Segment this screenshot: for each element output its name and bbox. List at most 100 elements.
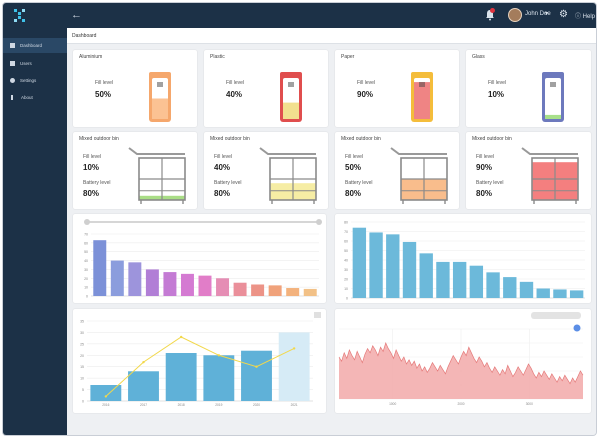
bin-title: Mixed outdoor bin bbox=[79, 136, 119, 142]
zoom-selector[interactable] bbox=[531, 312, 581, 319]
tab-dashboard[interactable]: Dashboard bbox=[72, 33, 97, 39]
fill-value: 50% bbox=[345, 163, 362, 172]
bar bbox=[145, 269, 159, 296]
outdoor-bin-icon bbox=[259, 147, 317, 204]
outdoor-bin-lid bbox=[521, 147, 578, 155]
bin-card-plastic[interactable]: Plastic Fill level 40% bbox=[204, 50, 328, 127]
bar bbox=[369, 232, 383, 298]
outdoor-bin-card[interactable]: Mixed outdoor bin Fill level 50% Battery… bbox=[335, 132, 459, 209]
y-tick-label: 20 bbox=[84, 277, 88, 281]
bar bbox=[216, 278, 230, 296]
y-tick-label: 50 bbox=[344, 249, 348, 253]
sidebar-item-users[interactable]: Users bbox=[3, 56, 67, 71]
bin-fill-level bbox=[545, 114, 561, 119]
bin-card-glass[interactable]: Glass Fill level 10% bbox=[466, 50, 591, 127]
bin-title: Mixed outdoor bin bbox=[472, 136, 512, 142]
outdoor-bin-card[interactable]: Mixed outdoor bin Fill level 90% Battery… bbox=[466, 132, 591, 209]
series-line bbox=[105, 336, 295, 397]
bin-title: Glass bbox=[472, 54, 485, 60]
bin-title: Paper bbox=[341, 54, 355, 60]
avatar[interactable] bbox=[508, 8, 522, 22]
bin-fill-level bbox=[414, 82, 430, 119]
top-bar: ← John Doe ▾ ⚙ ⓘ Help bbox=[3, 3, 596, 28]
sidebar-item-label: Dashboard bbox=[20, 43, 43, 48]
bar bbox=[503, 277, 517, 298]
x-tick-label: 2018 bbox=[178, 403, 185, 407]
bin-title: Aluminium bbox=[79, 54, 103, 60]
help-button[interactable]: ⓘ Help bbox=[575, 14, 596, 20]
bin-symbol-icon bbox=[157, 82, 163, 87]
sidebar-item-settings[interactable]: Settings bbox=[3, 73, 67, 88]
outdoor-bin-card[interactable]: Mixed outdoor bin Fill level 40% Battery… bbox=[204, 132, 328, 209]
bar bbox=[128, 371, 159, 401]
y-tick-label: 15 bbox=[80, 365, 84, 369]
area-series bbox=[339, 343, 583, 399]
fill-value: 10% bbox=[488, 90, 505, 99]
bin-fill-level bbox=[152, 98, 168, 119]
bar bbox=[163, 272, 177, 296]
bar bbox=[469, 265, 484, 298]
fill-label: Fill level bbox=[83, 154, 102, 160]
y-tick-label: 5 bbox=[82, 388, 84, 392]
chevron-down-icon[interactable]: ▾ bbox=[545, 11, 549, 17]
fill-value: 40% bbox=[214, 163, 231, 172]
line-point bbox=[142, 360, 145, 364]
bin-lid bbox=[542, 72, 564, 76]
bar bbox=[553, 289, 567, 298]
bar bbox=[402, 241, 417, 298]
users-icon bbox=[10, 61, 15, 66]
line-point bbox=[179, 335, 183, 339]
recycling-bin-icon bbox=[149, 72, 171, 122]
fill-label: Fill level bbox=[345, 154, 364, 160]
gear-icon[interactable]: ⚙ bbox=[559, 9, 568, 20]
fill-value: 10% bbox=[83, 163, 100, 172]
y-tick-label: 10 bbox=[84, 286, 88, 290]
sidebar-item-label: Settings bbox=[20, 78, 37, 83]
username[interactable]: John Doe bbox=[525, 11, 551, 17]
y-tick-label: 35 bbox=[80, 320, 84, 324]
app-logo[interactable] bbox=[11, 7, 28, 24]
gear-icon bbox=[10, 78, 15, 83]
range-slider-handle[interactable] bbox=[84, 219, 90, 225]
grid-icon bbox=[10, 43, 15, 48]
bin-card-aluminium[interactable]: Aluminium Fill level 50% bbox=[73, 50, 197, 127]
bin-card-paper[interactable]: Paper Fill level 90% bbox=[335, 50, 459, 127]
bin-symbol-icon bbox=[550, 82, 556, 87]
y-tick-label: 0 bbox=[82, 400, 84, 404]
x-tick-label: 2016 bbox=[102, 403, 109, 407]
sidebar-item-dashboard[interactable]: Dashboard bbox=[3, 38, 67, 53]
line-point bbox=[292, 347, 296, 350]
outdoor-bin-card[interactable]: Mixed outdoor bin Fill level 10% Battery… bbox=[73, 132, 197, 209]
chart-menu-button[interactable] bbox=[314, 312, 321, 318]
sidebar-item-about[interactable]: About bbox=[3, 90, 67, 105]
sidebar-item-label: About bbox=[21, 95, 33, 100]
bin-symbol-icon bbox=[419, 82, 425, 87]
battery-label: Battery level bbox=[345, 180, 373, 186]
recycling-bin-icon bbox=[411, 72, 433, 122]
y-tick-label: 30 bbox=[344, 268, 348, 272]
info-icon bbox=[11, 95, 13, 100]
bin-title: Mixed outdoor bin bbox=[341, 136, 381, 142]
y-tick-label: 10 bbox=[80, 377, 84, 381]
range-slider-handle[interactable] bbox=[316, 219, 322, 225]
y-tick-label: 0 bbox=[86, 295, 88, 299]
y-tick-label: 80 bbox=[344, 221, 348, 225]
main-content: Dashboard Aluminium Fill level 50% Plast… bbox=[67, 28, 596, 435]
battery-value: 80% bbox=[214, 189, 231, 198]
fill-value: 40% bbox=[226, 90, 243, 99]
y-tick-label: 30 bbox=[84, 268, 88, 272]
bar bbox=[419, 253, 433, 298]
chart-card-colored-bars: 0 10 20 30 40 50 60 70 bbox=[73, 214, 326, 303]
arrow-left-icon[interactable]: ← bbox=[71, 9, 82, 21]
fill-label: Fill level bbox=[488, 80, 507, 86]
bar bbox=[90, 385, 122, 401]
x-tick-label: 1000 bbox=[389, 402, 396, 406]
outdoor-bin-lid bbox=[259, 147, 316, 155]
bar bbox=[165, 353, 197, 401]
y-tick-label: 50 bbox=[84, 250, 88, 254]
bar bbox=[536, 288, 550, 298]
bar bbox=[251, 284, 265, 296]
bin-symbol-icon bbox=[288, 82, 294, 87]
bar bbox=[436, 261, 450, 298]
